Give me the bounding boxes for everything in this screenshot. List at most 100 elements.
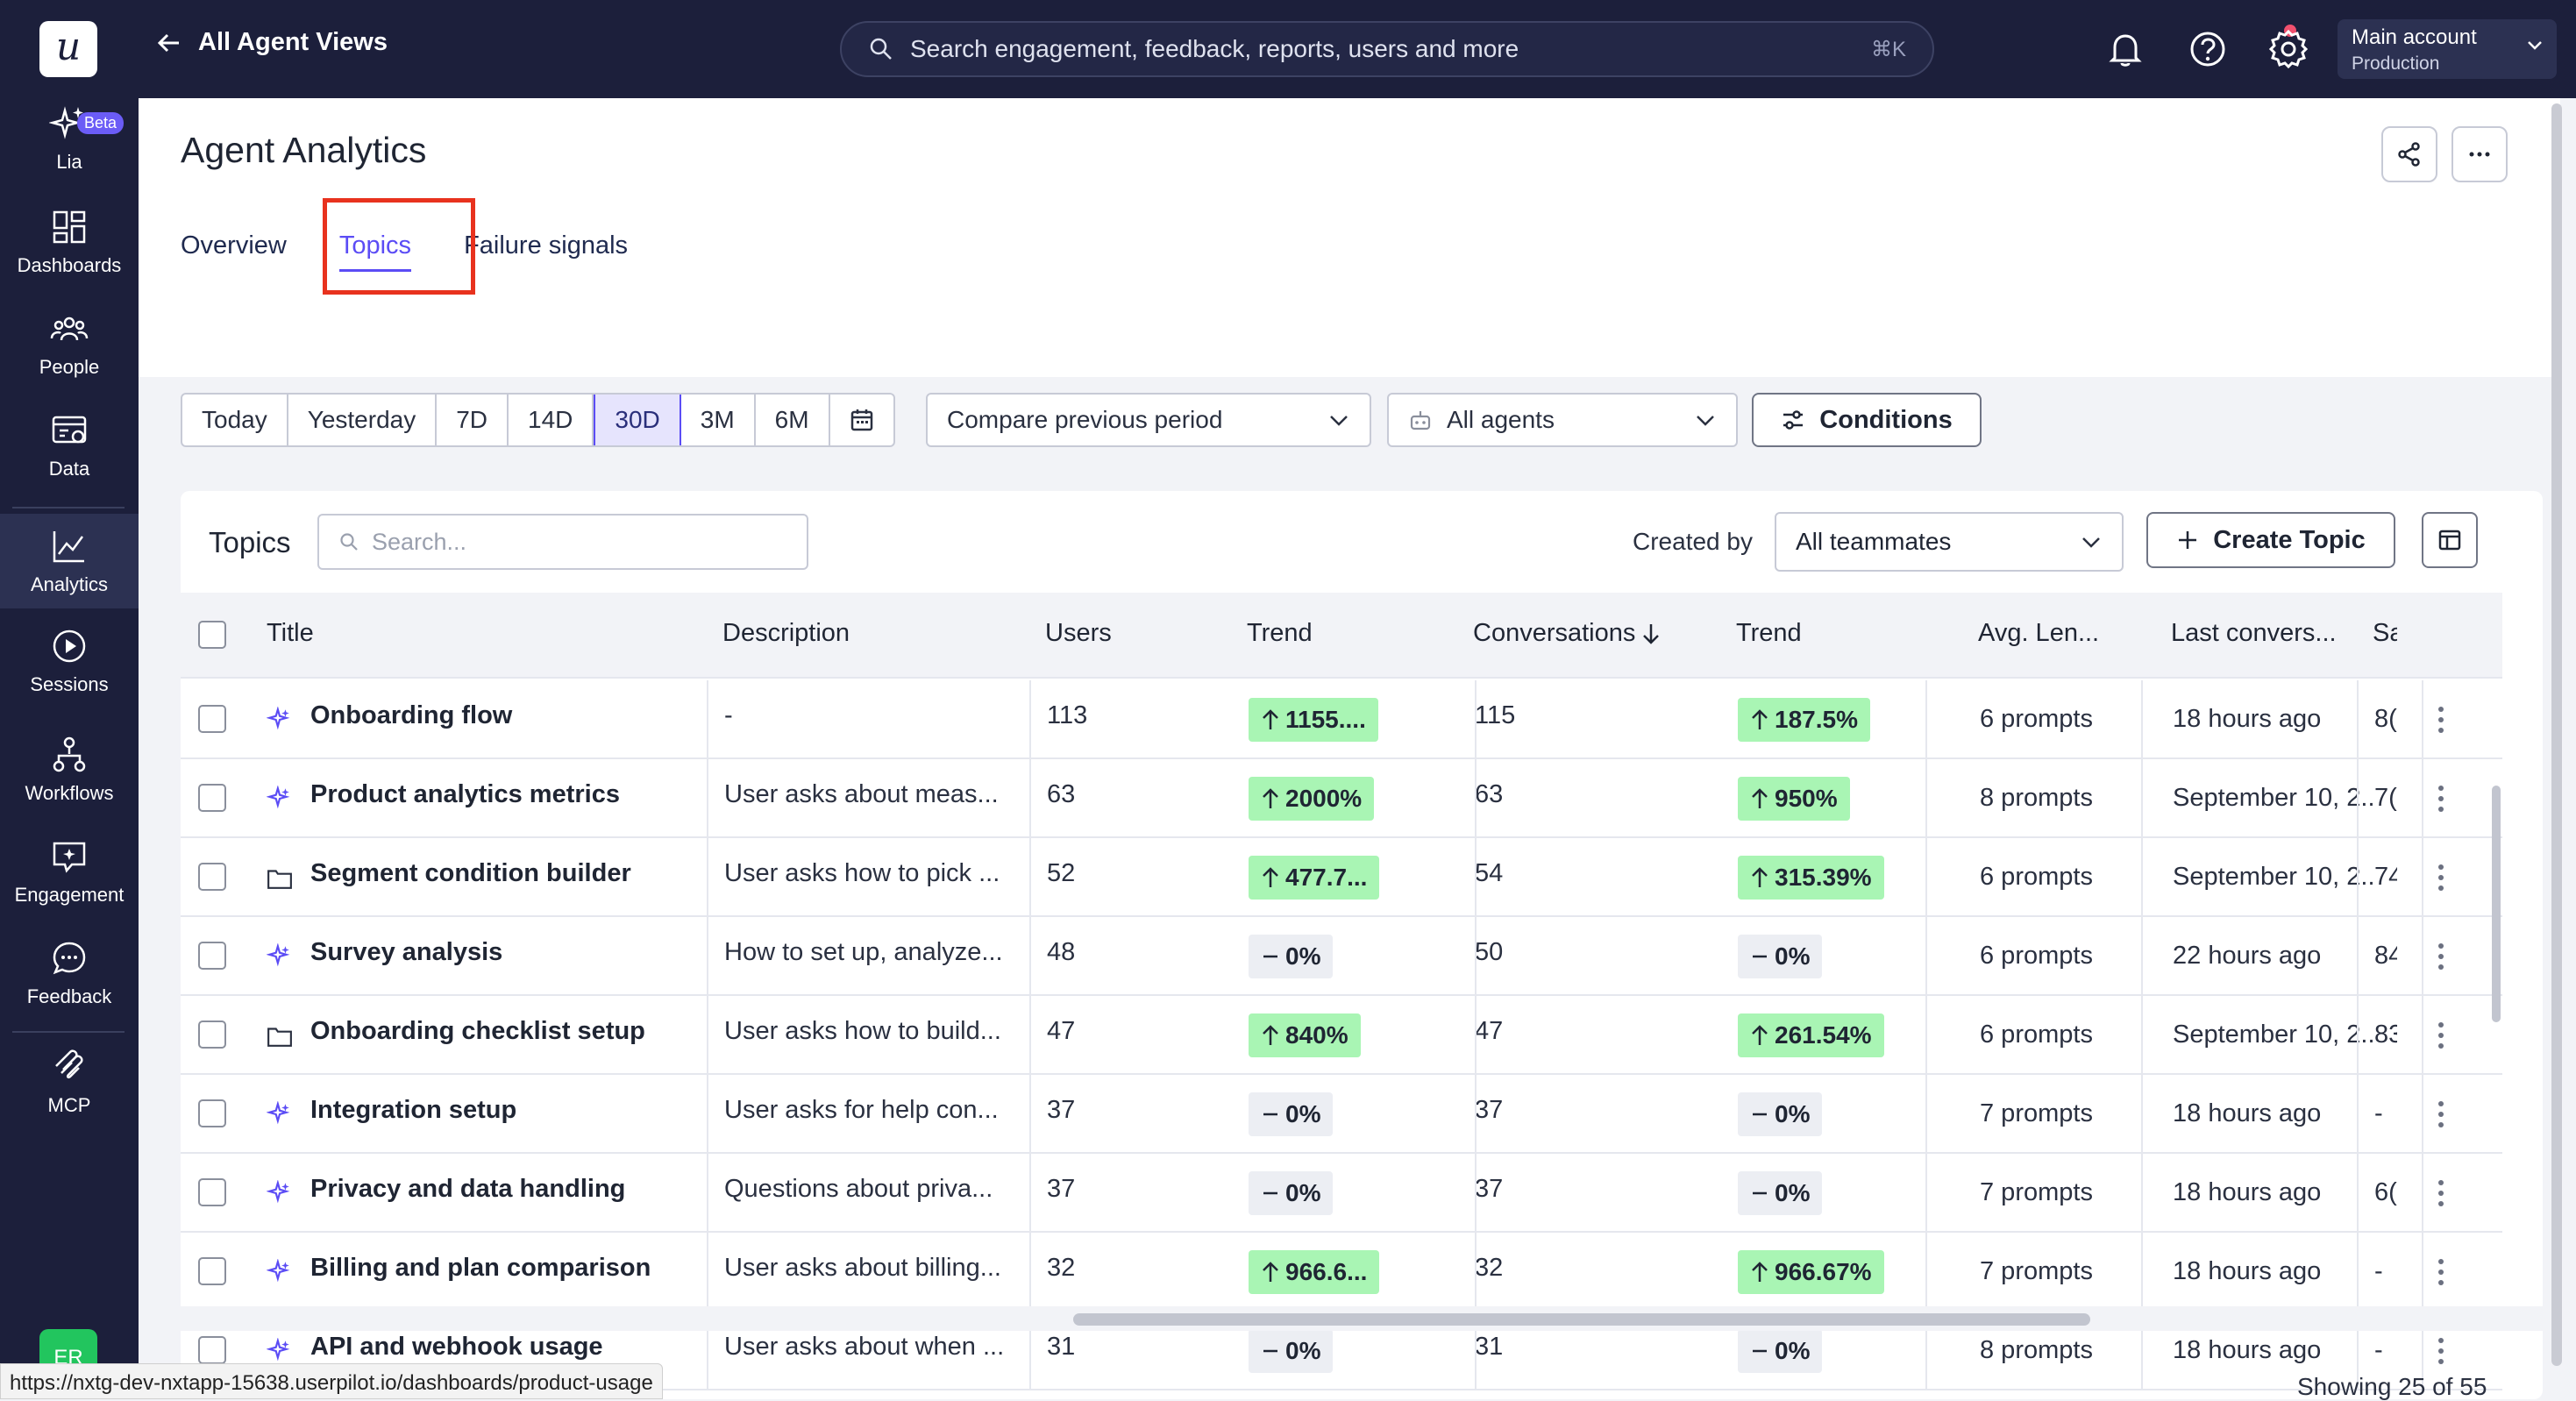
row-checkbox[interactable] (198, 705, 226, 733)
agents-dropdown[interactable]: All agents (1387, 393, 1738, 447)
back-button[interactable]: All Agent Views (156, 28, 388, 57)
row-checkbox[interactable] (198, 1099, 226, 1127)
topic-title[interactable]: Billing and plan comparison (310, 1254, 651, 1282)
sidebar-item-analytics[interactable]: Analytics (0, 514, 139, 608)
row-menu-icon[interactable] (2437, 1178, 2444, 1208)
period-3m[interactable]: 3M (681, 395, 756, 445)
conditions-button[interactable]: Conditions (1752, 393, 1982, 447)
row-menu-icon[interactable] (2437, 1336, 2444, 1366)
col-description[interactable]: Description (722, 619, 850, 647)
topic-title[interactable]: Privacy and data handling (310, 1175, 626, 1203)
row-menu-icon[interactable] (2437, 1021, 2444, 1050)
sidebar-item-dashboards[interactable]: Dashboards (0, 207, 139, 303)
created-by-dropdown[interactable]: All teammates (1775, 512, 2124, 572)
table-row[interactable]: Privacy and data handling Questions about… (181, 1154, 2502, 1233)
table-horizontal-scrollbar[interactable] (181, 1306, 2543, 1331)
analytics-icon (53, 531, 84, 563)
topic-title[interactable]: Product analytics metrics (310, 780, 620, 808)
row-checkbox[interactable] (198, 1178, 226, 1206)
period-yesterday[interactable]: Yesterday (288, 395, 438, 445)
sidebar-item-people[interactable]: People (0, 309, 139, 405)
sidebar-item-engagement[interactable]: Engagement (0, 836, 139, 933)
horizontal-scroll-thumb[interactable] (1073, 1313, 2090, 1326)
table-row[interactable]: API and webhook usage User asks about whe… (181, 1312, 2502, 1390)
row-menu-icon[interactable] (2437, 863, 2444, 893)
table-row[interactable]: Segment condition builder User asks how t… (181, 838, 2502, 917)
row-menu-icon[interactable] (2437, 784, 2444, 814)
column-settings-button[interactable] (2422, 512, 2478, 568)
sidebar-item-label: Data (48, 458, 90, 480)
app-logo[interactable]: u (39, 21, 97, 77)
topic-title[interactable]: Survey analysis (310, 938, 503, 966)
topic-title[interactable]: Segment condition builder (310, 859, 631, 887)
gear-icon[interactable] (2266, 26, 2311, 72)
period-14d[interactable]: 14D (509, 395, 594, 445)
table-row[interactable]: Onboarding checklist setup User asks how … (181, 996, 2502, 1075)
table-row[interactable]: Product analytics metrics User asks about… (181, 759, 2502, 838)
sparkle-icon (267, 1101, 290, 1125)
table-row[interactable]: Billing and plan comparison User asks abo… (181, 1233, 2502, 1312)
status-url: https://nxtg-dev-nxtapp-15638.userpilot.… (0, 1363, 663, 1399)
global-search[interactable]: Search engagement, feedback, reports, us… (840, 21, 1934, 77)
tab-topics[interactable]: Topics (313, 219, 438, 272)
col-avg-length[interactable]: Avg. Len... (1978, 619, 2100, 647)
col-conv-trend[interactable]: Trend (1736, 619, 1802, 647)
topics-search-input[interactable]: Search... (317, 514, 808, 570)
col-last-conversation[interactable]: Last convers... (2171, 619, 2337, 647)
sidebar-item-mcp[interactable]: MCP (0, 1047, 139, 1143)
search-icon (340, 533, 358, 551)
period-today[interactable]: Today (182, 395, 288, 445)
account-switcher[interactable]: Main account Production (2338, 19, 2557, 79)
row-menu-icon[interactable] (2437, 1099, 2444, 1129)
row-menu-icon[interactable] (2437, 942, 2444, 971)
tab-overview[interactable]: Overview (181, 231, 287, 260)
topic-title[interactable]: Integration setup (310, 1096, 517, 1124)
table-row[interactable]: Onboarding flow - 113 1155.... 115 187.5% 6 pr… (181, 680, 2502, 759)
table-scroll-thumb[interactable] (2492, 786, 2501, 1022)
compare-dropdown[interactable]: Compare previous period (926, 393, 1371, 447)
period-6m[interactable]: 6M (756, 395, 830, 445)
period-7d[interactable]: 7D (437, 395, 509, 445)
folder-icon (267, 870, 292, 889)
row-menu-icon[interactable] (2437, 1257, 2444, 1287)
bell-icon[interactable] (2103, 26, 2148, 72)
table-row[interactable]: Integration setup User asks for help con.… (181, 1075, 2502, 1154)
tab-failure-signals[interactable]: Failure signals (464, 231, 629, 260)
highlight-box (323, 198, 475, 295)
row-checkbox[interactable] (198, 863, 226, 891)
help-icon[interactable] (2185, 26, 2231, 72)
row-menu-icon[interactable] (2437, 705, 2444, 735)
topic-title[interactable]: Onboarding flow (310, 701, 513, 729)
sidebar-item-feedback[interactable]: Feedback (0, 938, 139, 1035)
row-checkbox[interactable] (198, 1336, 226, 1364)
col-conversations[interactable]: Conversations (1473, 619, 1662, 648)
sidebar-item-data[interactable]: Data (0, 410, 139, 507)
topic-title[interactable]: API and webhook usage (310, 1333, 603, 1361)
create-topic-button[interactable]: Create Topic (2146, 512, 2395, 568)
col-users[interactable]: Users (1045, 619, 1112, 647)
row-checkbox[interactable] (198, 784, 226, 812)
column-divider (2141, 680, 2143, 1390)
topic-title[interactable]: Onboarding checklist setup (310, 1017, 645, 1045)
col-title[interactable]: Title (267, 619, 314, 647)
last-conversation: 18 hours ago (2173, 1178, 2322, 1206)
row-checkbox[interactable] (198, 1021, 226, 1049)
col-users-trend[interactable]: Trend (1247, 619, 1313, 647)
conversations-count: 54 (1475, 859, 1504, 887)
period-30d[interactable]: 30D (594, 395, 681, 445)
sidebar-item-workflows[interactable]: Workflows (0, 735, 139, 831)
users-trend-badge: 0% (1249, 1092, 1334, 1136)
share-button[interactable] (2381, 126, 2437, 182)
calendar-button[interactable] (830, 395, 893, 445)
page-scrollbar[interactable] (2550, 103, 2564, 1383)
page-scroll-thumb[interactable] (2551, 103, 2562, 1366)
select-all-checkbox[interactable] (198, 621, 226, 649)
row-checkbox[interactable] (198, 942, 226, 970)
sidebar-item-lia[interactable]: Lia (0, 103, 139, 200)
sidebar-item-sessions[interactable]: Sessions (0, 626, 139, 722)
col-sa[interactable]: Sa (2373, 619, 2397, 647)
table-vertical-scrollbar[interactable] (2487, 786, 2504, 1399)
row-checkbox[interactable] (198, 1257, 226, 1285)
more-options-button[interactable] (2451, 126, 2508, 182)
table-row[interactable]: Survey analysis How to set up, analyze...… (181, 917, 2502, 996)
